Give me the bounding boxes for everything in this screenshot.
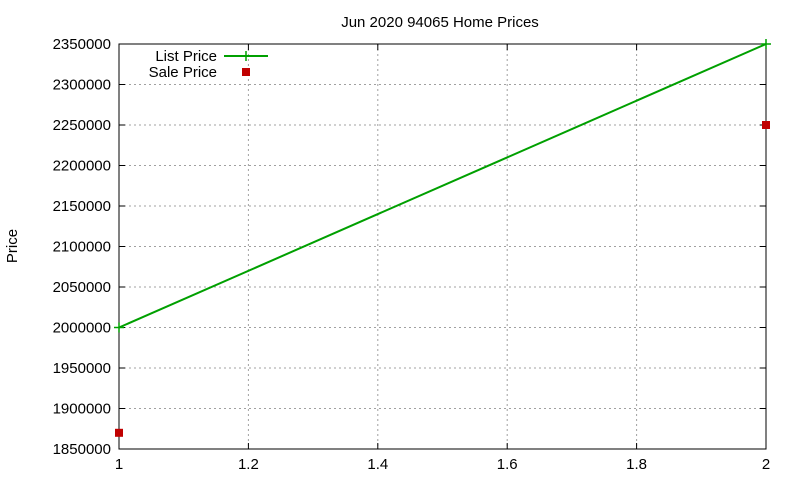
y-tick-label: 2100000: [53, 239, 111, 256]
plot-border: [118, 43, 767, 450]
y-tick-label: 2300000: [53, 77, 111, 94]
x-tick-label: 1.4: [367, 456, 388, 473]
list-price-point: [114, 322, 124, 333]
y-tick-label: 1850000: [53, 441, 111, 458]
y-tick-label: 2200000: [53, 158, 111, 175]
legend-label-list-price: List Price: [155, 48, 217, 65]
axes: [118, 43, 767, 450]
x-tick-label: 1.8: [626, 456, 647, 473]
legend-label-sale-price: Sale Price: [149, 64, 217, 81]
y-tick-label: 2350000: [53, 36, 111, 53]
legend-marker-list-price: [241, 51, 251, 61]
chart-title: Jun 2020 94065 Home Prices: [341, 14, 539, 31]
sale-price-point: [762, 121, 770, 129]
list-price-line: [118, 43, 767, 329]
y-tick-label: 1900000: [53, 401, 111, 418]
sale-price-point: [115, 428, 123, 437]
legend-marker-sale-price: [242, 68, 250, 76]
tick-labels: 1850000 1900000 1950000 2000000 2050000 21000…: [53, 36, 771, 473]
data-series: [114, 39, 771, 437]
list-price-point: [761, 39, 771, 49]
y-tick-label: 2050000: [53, 279, 111, 296]
grid-lines: [119, 44, 766, 449]
x-tick-label: 1: [115, 456, 123, 473]
y-tick-label: 2000000: [53, 320, 111, 337]
y-tick-label: 2250000: [53, 117, 111, 134]
x-tick-label: 1.2: [238, 456, 259, 473]
x-tick-label: 2: [762, 456, 770, 473]
y-tick-label: 2150000: [53, 198, 111, 215]
y-axis-title: Price: [4, 229, 21, 263]
x-tick-label: 1.6: [497, 456, 518, 473]
y-tick-label: 1950000: [53, 360, 111, 377]
